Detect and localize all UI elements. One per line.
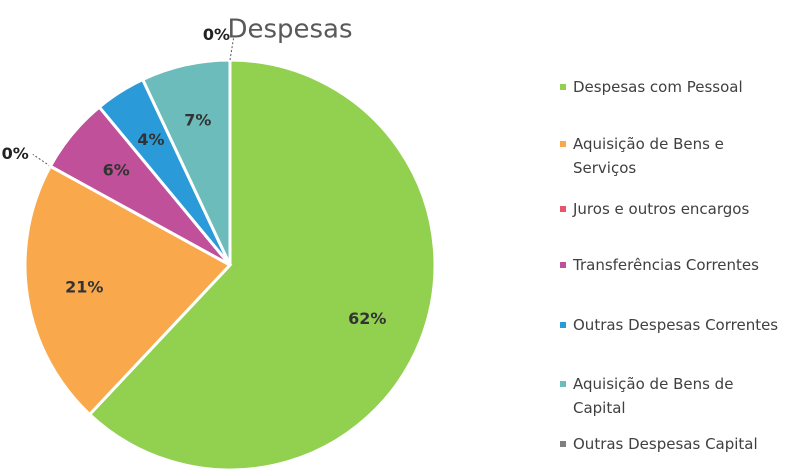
- pie-slice: [87, 58, 437, 472]
- legend-swatch: [560, 381, 566, 387]
- legend-label: Transferências Correntes: [573, 256, 759, 274]
- legend-label: Despesas com Pessoal: [573, 78, 743, 96]
- leader-line: [229, 35, 235, 61]
- chart-title: Despesas: [227, 15, 352, 45]
- legend-item: Aquisição de Bens e Serviços: [560, 132, 780, 180]
- legend-swatch: [560, 441, 566, 447]
- legend-label: Outras Despesas Correntes: [573, 316, 779, 334]
- legend-item: Despesas com Pessoal: [560, 75, 780, 99]
- legend-item: Outras Despesas Capital: [560, 432, 780, 456]
- data-label: 62%: [348, 309, 386, 328]
- legend-item: Aquisição de Bens de Capital: [560, 372, 780, 420]
- legend-swatch: [560, 141, 566, 147]
- legend-item: Transferências Correntes: [560, 253, 780, 277]
- legend-swatch: [560, 206, 566, 212]
- legend-label: Aquisição de Bens de Capital: [573, 375, 734, 417]
- data-label: 21%: [65, 278, 103, 297]
- data-label: 4%: [137, 130, 164, 149]
- data-label: 0%: [2, 144, 29, 163]
- data-label: 0%: [203, 25, 230, 44]
- legend-label: Juros e outros encargos: [573, 200, 750, 218]
- data-label: 6%: [103, 160, 130, 179]
- legend-label: Aquisição de Bens e Serviços: [573, 135, 724, 177]
- data-label: 7%: [184, 110, 211, 129]
- legend-label: Outras Despesas Capital: [573, 435, 758, 453]
- pie-slice: [23, 164, 233, 417]
- legend-swatch: [560, 322, 566, 328]
- legend-swatch: [560, 84, 566, 90]
- legend-swatch: [560, 262, 566, 268]
- legend-item: Outras Despesas Correntes: [560, 313, 780, 337]
- legend-item: Juros e outros encargos: [560, 197, 780, 221]
- leader-line: [32, 153, 51, 167]
